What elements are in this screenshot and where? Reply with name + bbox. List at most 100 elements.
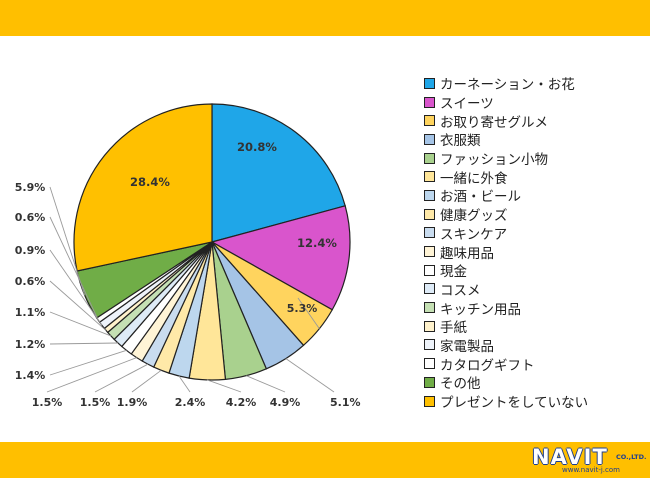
legend-item: 趣味用品 [424,242,588,262]
slice-value-label: 4.9% [270,396,301,409]
legend-item: プレゼントをしていない [424,392,588,411]
legend-swatch [424,171,435,183]
pie-slice [210,205,351,311]
leader-line [49,342,118,345]
legend-label: 衣服類 [440,133,481,150]
leader-line [49,280,107,331]
legend-swatch [424,133,435,145]
slice-value-label: 4.2% [226,396,257,409]
legend-item: カーネーション・お花 [424,74,588,93]
legend-item: 一緒に外食 [424,167,588,187]
slice-value-label: 20.8% [237,140,277,154]
legend-label: 趣味用品 [440,245,494,262]
legend-swatch [424,302,435,314]
top-banner [0,0,650,36]
legend-label: カーネーション・お花 [440,77,575,94]
legend-swatch [424,152,435,164]
legend-item: キッチン用品 [424,298,588,318]
pie-slice [211,103,346,243]
legend-label: コスメ [440,282,481,299]
leader-line [49,186,86,296]
leader-line [49,311,112,337]
legend-swatch [424,320,435,332]
leader-line [46,357,137,393]
slice-value-label: 5.1% [330,396,361,409]
leader-line [49,249,103,326]
slice-value-label: 5.9% [15,181,46,194]
legend-item: スイーツ [424,93,588,112]
slice-value-label: 0.6% [15,211,46,224]
leader-line [131,369,162,393]
chart-legend: カーネーション・お花 スイーツ お取り寄せグルメ 衣服類ファッション小物 一緒に外食お酒… [424,74,588,411]
leader-line [178,375,191,393]
legend-item: お酒・ビール [424,186,588,205]
legend-label: スキンケア [440,226,508,243]
legend-item: 現金 [424,261,588,280]
legend-swatch [424,358,435,370]
bottom-banner [0,442,650,478]
legend-swatch [424,283,435,295]
legend-item: その他 [424,373,588,392]
legend-label: その他 [440,376,481,393]
legend-label: 手紙 [440,320,467,337]
legend-label: プレゼントをしていない [440,395,589,412]
slice-value-label: 0.9% [15,244,46,257]
slice-value-label: 5.3% [287,302,318,315]
legend-swatch [424,208,435,220]
legend-item: カタログギフト [424,354,588,374]
legend-label: 家電製品 [440,338,494,355]
leader-lines [46,186,335,393]
legend-swatch [424,227,435,239]
legend-item: 家電製品 [424,336,588,355]
legend-swatch [424,246,435,258]
slice-value-label: 12.4% [297,236,337,250]
pie-slice [73,103,213,272]
legend-label: お酒・ビール [440,189,521,206]
legend-label: 健康グッズ [440,208,508,225]
leader-line [297,297,320,329]
slice-value-label: 1.9% [117,396,148,409]
leader-line [49,216,99,321]
slice-value-label: 1.1% [15,306,46,319]
leader-line [207,379,242,393]
leader-line [49,349,127,376]
legend-swatch [424,96,435,108]
legend-item: 衣服類 [424,130,588,149]
logo-suffix: CO.,LTD. [616,453,647,461]
pie-slices [73,103,351,381]
legend-swatch [424,264,435,276]
legend-swatch [424,339,435,351]
slice-value-label: 1.5% [32,396,63,409]
legend-item: 手紙 [424,317,588,336]
legend-label: スイーツ [440,96,494,113]
legend-item: ファッション小物 [424,149,588,168]
legend-label: カタログギフト [440,357,535,374]
leader-line [246,375,286,393]
legend-item: お取り寄せグルメ [424,111,588,131]
percentage-labels: 20.8% 12.4% 5.3% 5.1% 4.9% 4.2% 2.4% 1.9% 1.5% 1.… [15,140,361,409]
leader-line [285,358,335,393]
legend-label: お取り寄せグルメ [440,114,548,131]
legend-swatch [424,77,435,89]
slice-value-label: 1.5% [80,396,111,409]
slice-value-label: 2.4% [175,396,206,409]
legend-label: 現金 [440,264,467,281]
legend-label: ファッション小物 [440,152,548,169]
logo-brand: NAVIT [532,445,608,469]
logo-url: www.navit-j.com [562,466,620,474]
pie-chart: 20.8% 12.4% 5.3% 5.1% 4.9% 4.2% 2.4% 1.9% 1.5% 1.… [15,103,361,409]
slice-value-label: 1.4% [15,369,46,382]
legend-swatch [424,189,435,201]
legend-label: キッチン用品 [440,301,521,318]
legend-swatch [424,376,435,388]
legend-item: スキンケア [424,224,588,243]
slice-value-label: 28.4% [130,175,170,189]
legend-swatch [424,395,435,407]
navit-logo: NAVIT CO.,LTD. www.navit-j.com [532,444,646,476]
legend-label: 一緒に外食 [440,170,508,187]
legend-item: コスメ [424,280,588,299]
leader-line [94,363,149,393]
legend-swatch [424,115,435,127]
slice-value-label: 1.2% [15,338,46,351]
legend-item: 健康グッズ [424,205,588,224]
